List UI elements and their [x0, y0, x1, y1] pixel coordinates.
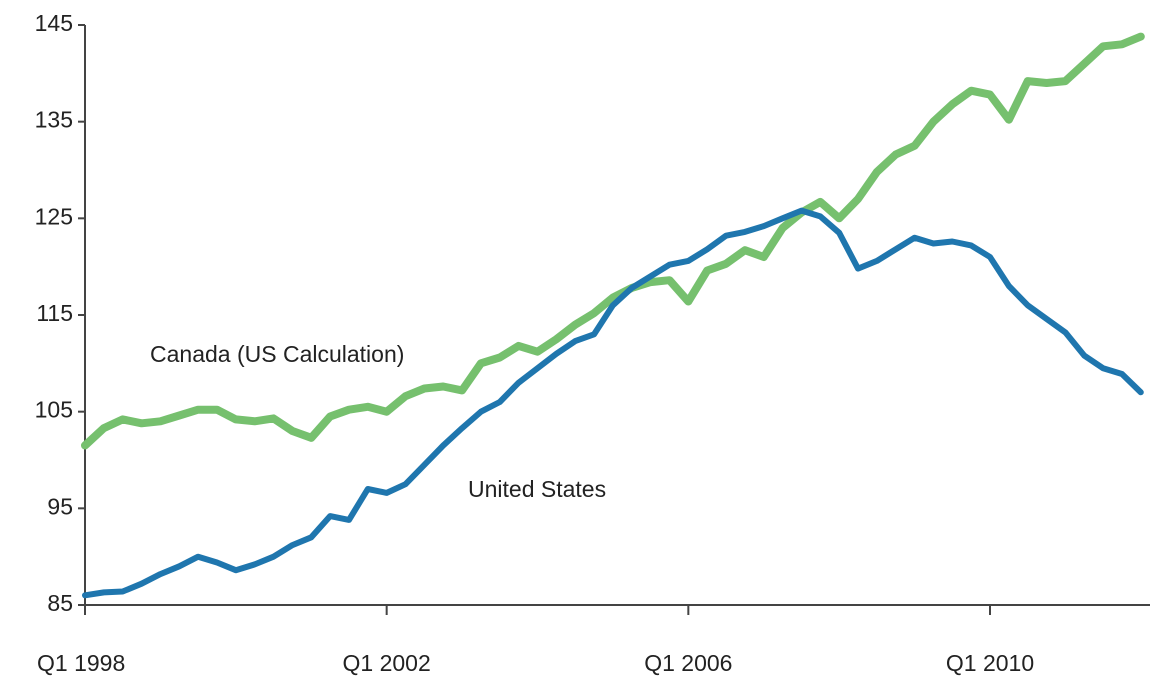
- x-tick-label: Q1 1998: [37, 650, 125, 676]
- y-tick-label: 145: [35, 10, 73, 36]
- series-label: United States: [468, 476, 606, 502]
- y-tick-label: 105: [35, 397, 73, 423]
- x-tick-label: Q1 2006: [644, 650, 732, 676]
- series-line: [81, 32, 1145, 450]
- y-tick-label: 85: [47, 590, 73, 616]
- series-line: [82, 207, 1144, 599]
- y-tick-label: 115: [36, 300, 73, 326]
- y-tick-label: 95: [47, 493, 73, 519]
- y-tick-label: 135: [35, 107, 73, 133]
- series-label: Canada (US Calculation): [150, 341, 404, 367]
- y-tick-label: 125: [35, 203, 73, 229]
- x-tick-label: Q1 2010: [946, 650, 1034, 676]
- x-tick-label: Q1 2002: [343, 650, 431, 676]
